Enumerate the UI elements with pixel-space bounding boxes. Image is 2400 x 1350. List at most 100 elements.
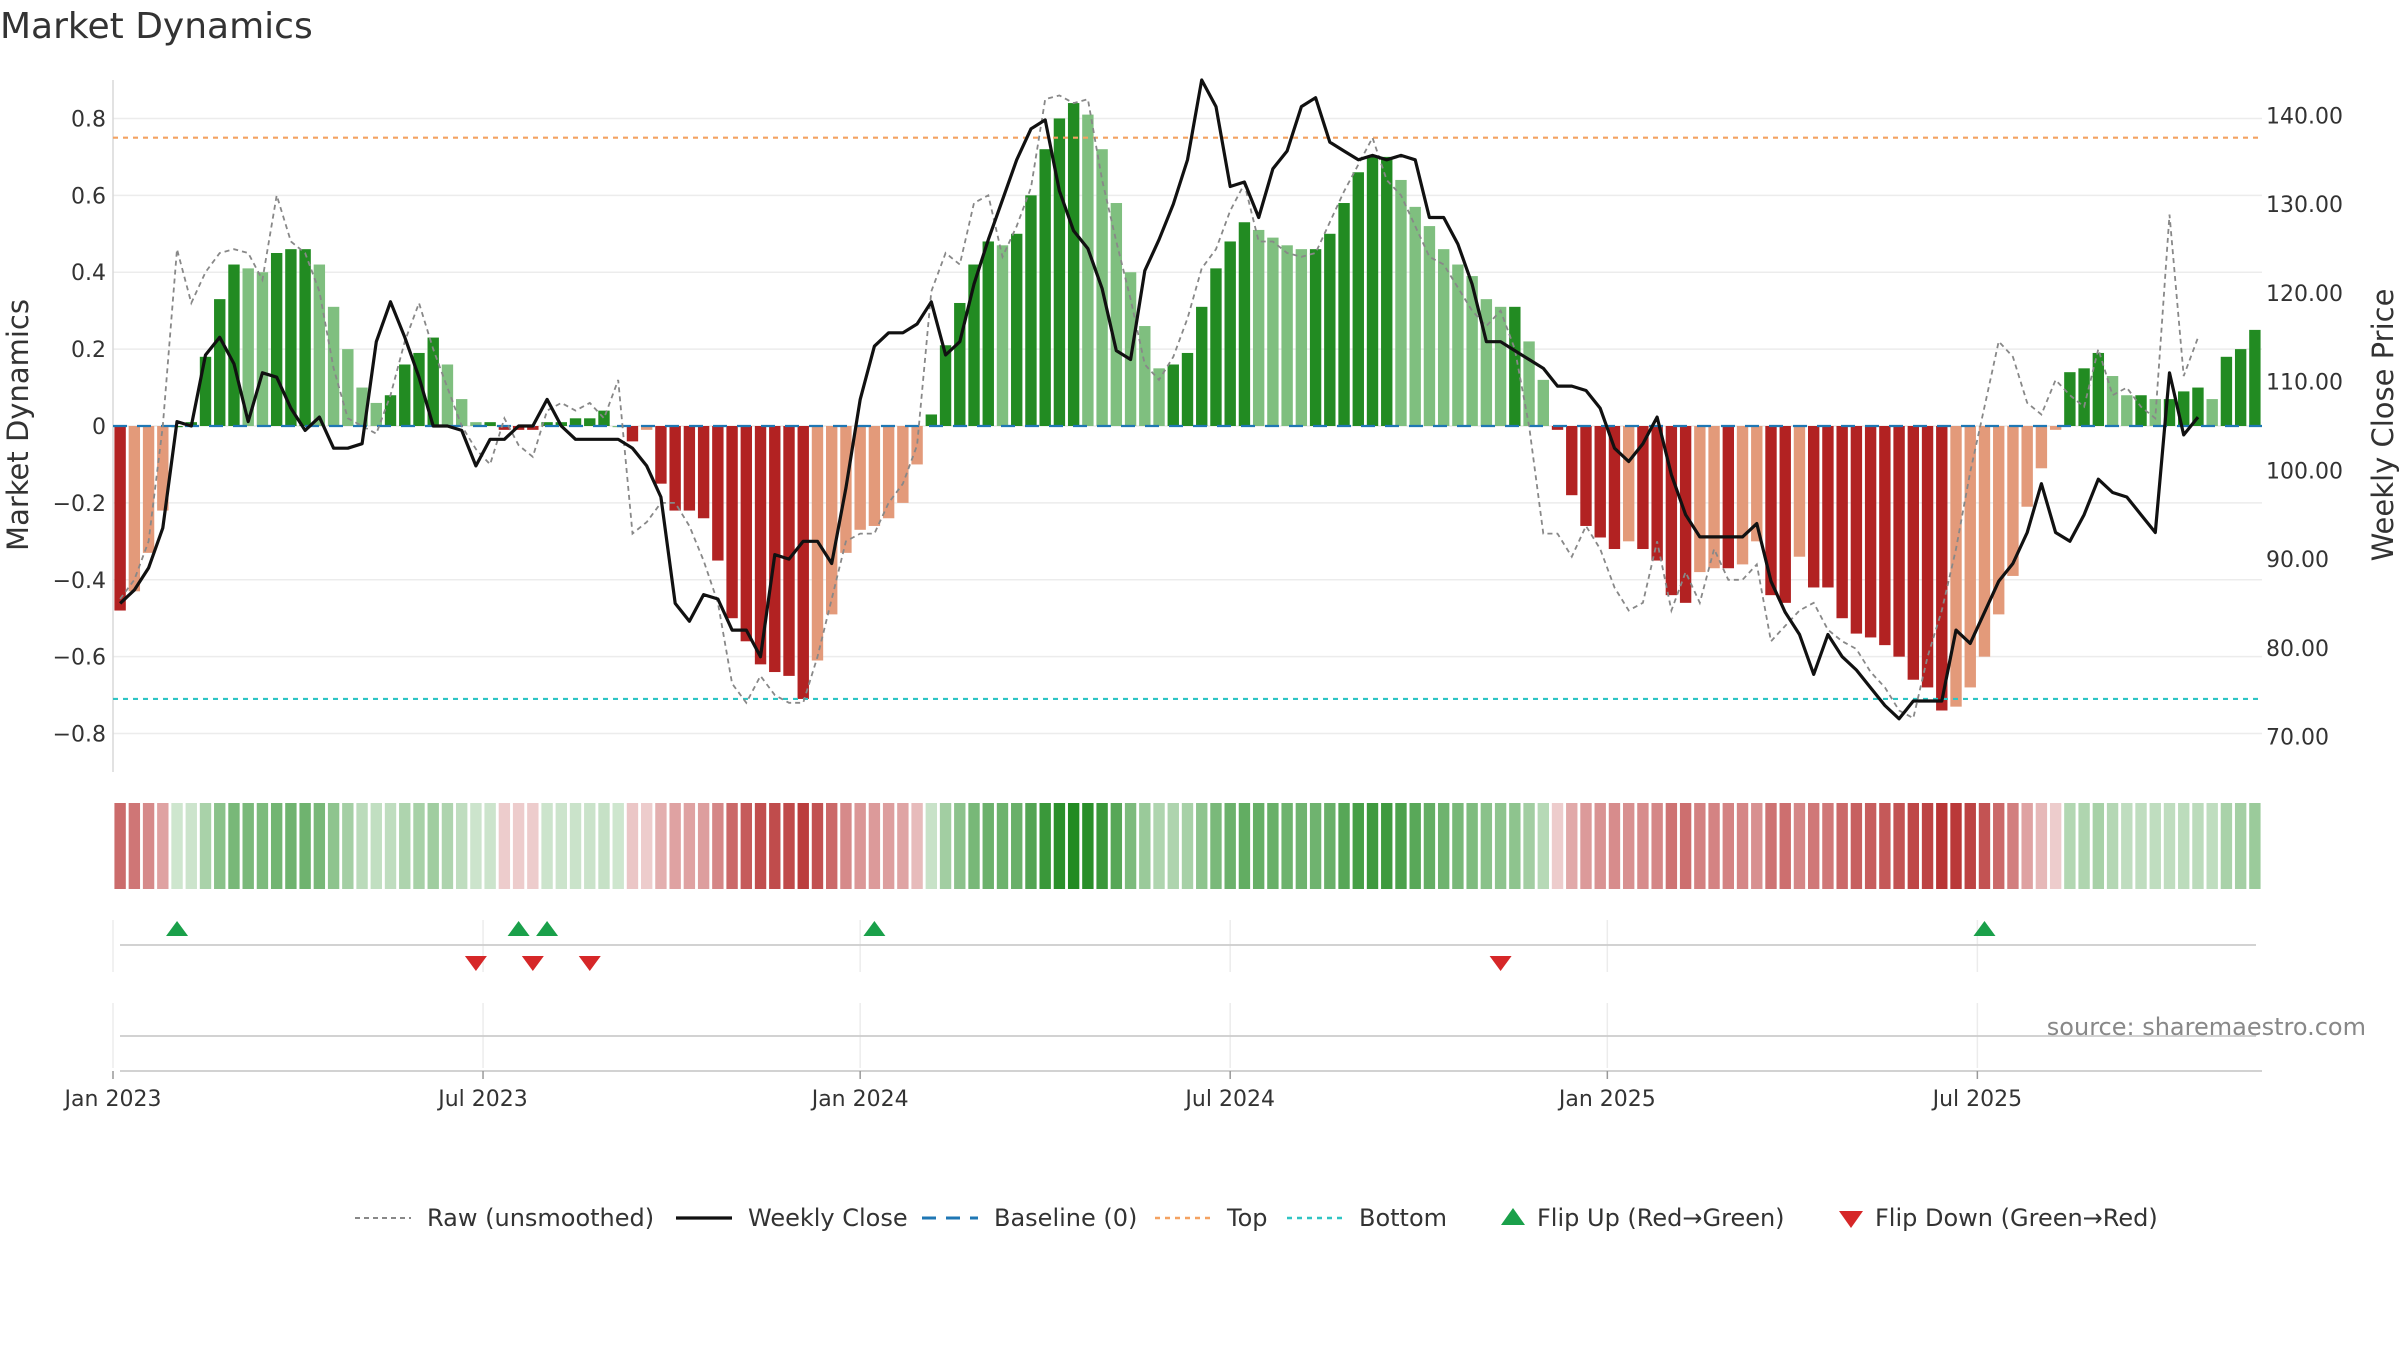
right-tick-label: 140.00 <box>2266 104 2343 129</box>
regime-strip-cell <box>669 803 681 889</box>
dynamics-bar <box>1893 426 1905 657</box>
legend-item: Top <box>1155 1204 1268 1232</box>
dynamics-bar <box>2064 372 2076 426</box>
dynamics-bar <box>712 426 724 561</box>
regime-strip-cell <box>1452 803 1464 889</box>
dynamics-bar <box>413 352 425 426</box>
regime-strip-cell <box>726 803 738 889</box>
right-axis-title: Weekly Close Price <box>2366 289 2400 562</box>
dynamics-bar <box>441 364 454 426</box>
legend-item: Weekly Close <box>676 1204 908 1232</box>
regime-strip-cell <box>1779 803 1791 889</box>
regime-strip-cell <box>1196 803 1208 889</box>
dynamics-bar <box>1694 426 1706 573</box>
dynamics-bar <box>2249 329 2261 426</box>
dynamics-bar <box>1523 341 1535 426</box>
regime-strip-cell <box>470 803 482 889</box>
dynamics-bar <box>157 426 169 511</box>
regime-strip-cell <box>313 803 326 889</box>
dynamics-bar <box>925 414 938 426</box>
right-tick-label: 130.00 <box>2266 193 2343 218</box>
legend-item: Flip Up (Red→Green) <box>1501 1204 1785 1232</box>
regime-strip-cell <box>897 803 909 889</box>
regime-strip-cell <box>185 803 197 889</box>
regime-strip-cell <box>1651 803 1663 889</box>
x-tick-label: Jan 2023 <box>63 1087 162 1112</box>
right-tick-label: 70.00 <box>2266 726 2329 751</box>
dynamics-bar <box>313 264 326 426</box>
regime-strip-cell <box>199 803 212 889</box>
right-tick-label: 100.00 <box>2266 459 2343 484</box>
regime-strip-cell <box>427 803 439 889</box>
regime-strip-cell <box>683 803 696 889</box>
dynamics-bar <box>2021 426 2033 507</box>
dynamics-bar <box>897 426 909 503</box>
dynamics-bar <box>1338 203 1350 426</box>
dynamics-bar <box>1566 426 1578 496</box>
regime-strip-cell <box>826 803 838 889</box>
regime-strip-cell <box>968 803 980 889</box>
dynamics-bar <box>868 426 881 526</box>
regime-strip-cell <box>626 803 639 889</box>
regime-strip-cell <box>1566 803 1578 889</box>
dynamics-bar <box>1224 241 1236 426</box>
legend-label: Baseline (0) <box>994 1204 1137 1232</box>
dynamics-bar <box>726 426 738 619</box>
dynamics-bar <box>1864 426 1877 638</box>
dynamics-bar <box>1039 149 1051 426</box>
regime-strip-cell <box>527 803 539 889</box>
regime-strip-cell <box>797 803 809 889</box>
dynamics-bar <box>484 422 496 426</box>
regime-strip-cell <box>1295 803 1308 889</box>
dynamics-bar <box>2135 395 2147 426</box>
dynamics-bar <box>399 364 411 426</box>
regime-strip-cell <box>2092 803 2105 889</box>
dynamics-bar <box>1808 426 1820 588</box>
regime-strip-cell <box>142 803 155 889</box>
chart-legend: Raw (unsmoothed) Weekly Close Baseline (0)… <box>355 1204 2158 1232</box>
regime-strip-cell <box>598 803 610 889</box>
dynamics-bar <box>2206 399 2218 426</box>
legend-label: Weekly Close <box>748 1204 908 1232</box>
x-tick-label: Jul 2025 <box>1931 1087 2023 1112</box>
left-tick-label: 0 <box>92 415 106 440</box>
dynamics-bar <box>1665 426 1678 596</box>
dynamics-bar <box>569 418 582 426</box>
dynamics-bar <box>1509 306 1521 426</box>
regime-strip-cell <box>1879 803 1891 889</box>
regime-strip-cell <box>1352 803 1364 889</box>
x-tick-label: Jan 2024 <box>810 1087 909 1112</box>
dynamics-bar <box>1921 426 1934 688</box>
dynamics-bar <box>1494 306 1507 426</box>
regime-strip-cell <box>1224 803 1236 889</box>
regime-strip-cell <box>484 803 496 889</box>
flip-down-marker <box>521 956 544 971</box>
legend-label: Flip Down (Green→Red) <box>1875 1204 2158 1232</box>
legend-item: Raw (unsmoothed) <box>355 1204 654 1232</box>
regime-strip-cell <box>498 803 511 889</box>
dynamics-bar <box>1936 426 1948 711</box>
flip-up-marker <box>536 921 559 936</box>
regime-strip-cell <box>996 803 1009 889</box>
dynamics-bar <box>882 426 895 519</box>
legend-item: Bottom <box>1287 1204 1447 1232</box>
dynamics-bar <box>1594 426 1606 538</box>
dynamics-bar <box>1651 426 1663 561</box>
regime-strip-cell <box>242 803 254 889</box>
regime-strip-cell <box>1850 803 1863 889</box>
dynamics-bar <box>1067 103 1080 427</box>
regime-strip-cell <box>1936 803 1948 889</box>
legend-label: Raw (unsmoothed) <box>427 1204 654 1232</box>
dynamics-bar <box>1537 379 1549 426</box>
dynamics-bar <box>370 402 382 426</box>
dynamics-bar <box>1708 426 1720 569</box>
regime-strip-cell <box>1366 803 1379 889</box>
regime-strip-cell <box>783 803 795 889</box>
dynamics-bar <box>1779 426 1791 603</box>
flip-down-marker <box>464 956 487 971</box>
dynamics-bar <box>342 349 354 426</box>
dynamics-bar <box>1395 179 1407 426</box>
regime-strip-cell <box>854 803 866 889</box>
dynamics-bar <box>498 426 511 430</box>
dynamics-bar <box>1381 156 1393 426</box>
